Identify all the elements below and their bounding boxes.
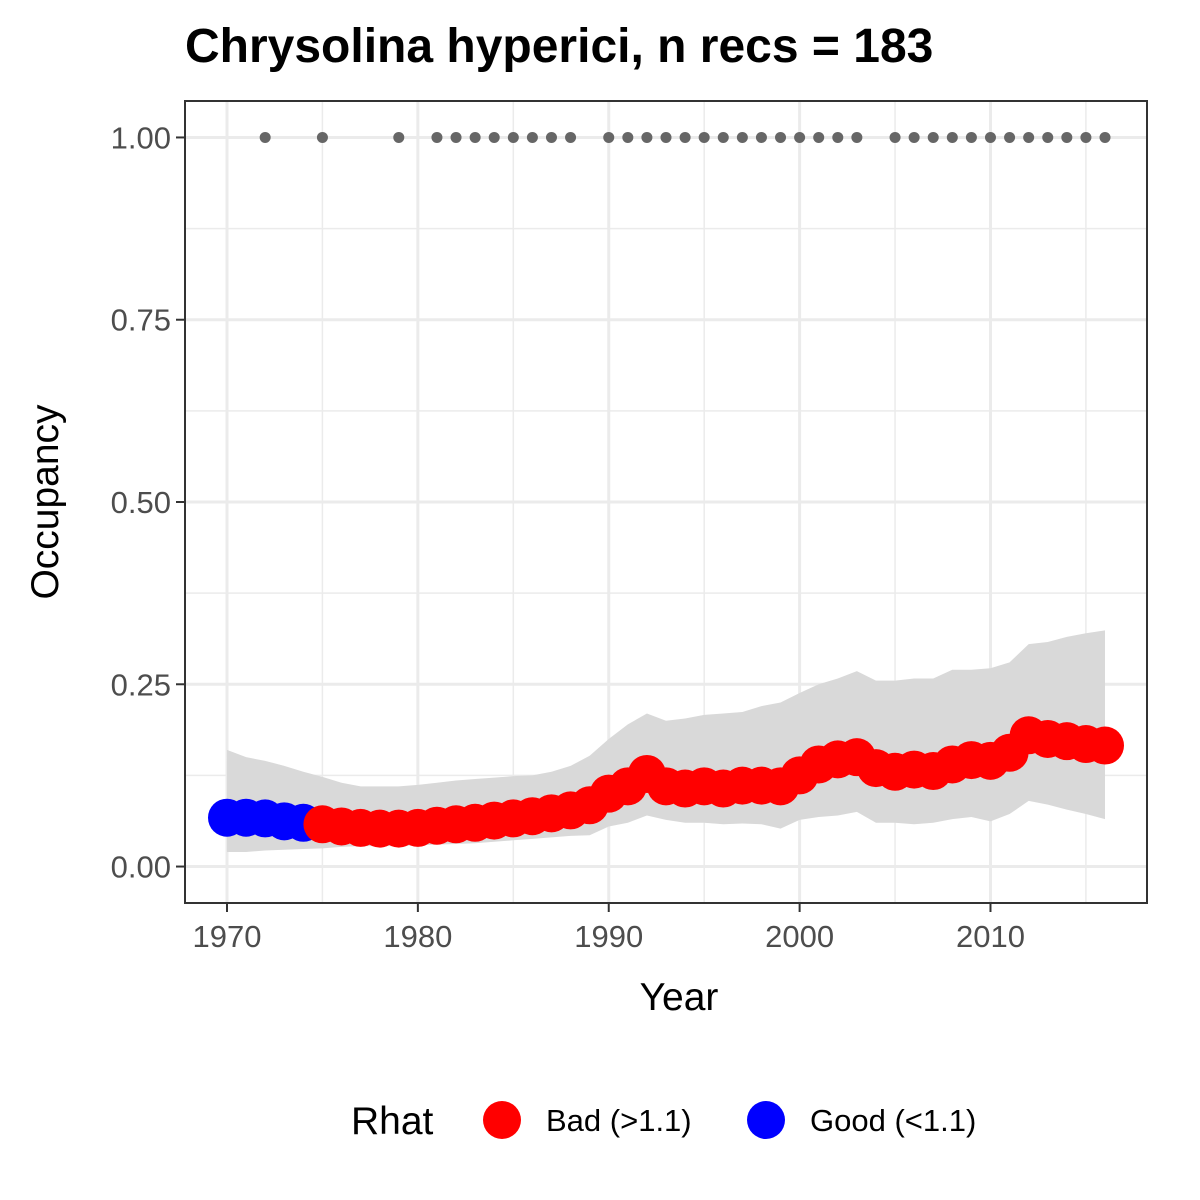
record-point (755, 131, 767, 143)
record-point (927, 131, 939, 143)
occupancy-point-bad (1086, 726, 1125, 765)
record-point (1099, 131, 1111, 143)
record-point (965, 131, 977, 143)
record-point (984, 131, 996, 143)
occupancy-points-layer (207, 716, 1125, 848)
record-point (698, 131, 710, 143)
record-point (946, 131, 958, 143)
ci-ribbon-layer (226, 630, 1106, 852)
record-point (1042, 131, 1054, 143)
y-axis-title: Occupancy (24, 404, 67, 600)
record-point (469, 131, 481, 143)
record-point (1061, 131, 1073, 143)
record-point (908, 131, 920, 143)
x-axis-title: Year (640, 976, 719, 1019)
axes-layer: 0.00 0.25 0.50 0.75 1.00 1970 1980 1990 2000 2010 (111, 120, 1025, 954)
record-point (526, 131, 538, 143)
record-point (736, 131, 748, 143)
record-point (794, 131, 806, 143)
record-point (1004, 131, 1016, 143)
record-point (545, 131, 557, 143)
x-tick-label: 1970 (193, 919, 262, 954)
y-tick-label: 0.25 (111, 667, 171, 702)
x-tick-label: 2010 (956, 919, 1025, 954)
y-tick-label: 0.75 (111, 303, 171, 338)
record-point (259, 131, 271, 143)
record-point (622, 131, 634, 143)
legend-label-bad: Bad (>1.1) (546, 1103, 692, 1138)
legend-title: Rhat (351, 1100, 434, 1143)
record-point (813, 131, 825, 143)
record-point (641, 131, 653, 143)
x-tick-label: 1990 (574, 919, 643, 954)
record-point (431, 131, 443, 143)
legend: Rhat Bad (>1.1) Good (<1.1) (351, 1100, 976, 1143)
record-point (1080, 131, 1092, 143)
y-tick-label: 0.50 (111, 485, 171, 520)
record-point (717, 131, 729, 143)
record-point (488, 131, 500, 143)
chart-title: Chrysolina hyperici, n recs = 183 (185, 20, 933, 73)
record-point (450, 131, 462, 143)
legend-key-bad (483, 1101, 521, 1139)
record-point (832, 131, 844, 143)
record-point (851, 131, 863, 143)
record-point (393, 131, 405, 143)
record-points-layer (259, 131, 1111, 143)
y-tick-label: 0.00 (111, 850, 171, 885)
record-point (889, 131, 901, 143)
record-point (679, 131, 691, 143)
record-point (316, 131, 328, 143)
x-tick-label: 1980 (383, 919, 452, 954)
record-point (775, 131, 787, 143)
legend-key-good (747, 1101, 785, 1139)
record-point (1023, 131, 1035, 143)
x-tick-label: 2000 (765, 919, 834, 954)
legend-label-good: Good (<1.1) (810, 1103, 976, 1138)
record-point (660, 131, 672, 143)
record-point (565, 131, 577, 143)
record-point (603, 131, 615, 143)
record-point (507, 131, 519, 143)
ci-ribbon (226, 630, 1106, 852)
y-tick-label: 1.00 (111, 120, 171, 155)
